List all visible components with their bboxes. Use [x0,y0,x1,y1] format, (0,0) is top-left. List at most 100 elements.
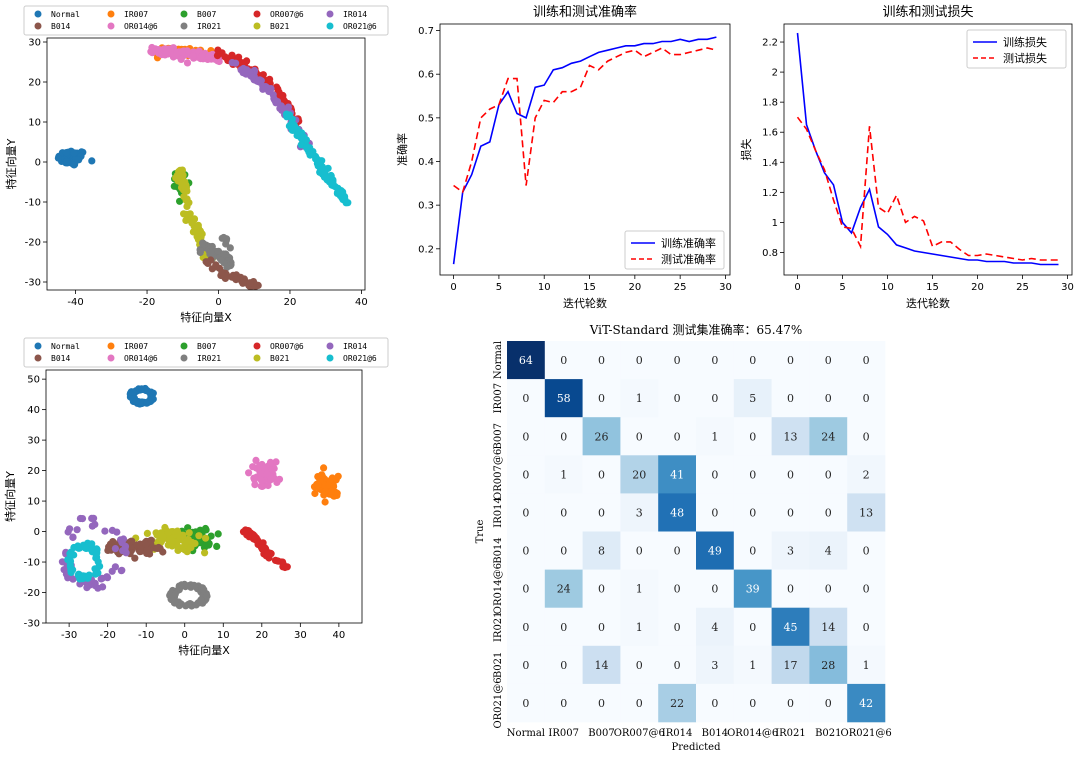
heatmap-cell [809,569,848,608]
x-tick-label: 25 [674,282,687,293]
y-tick-label: 0.4 [418,157,434,168]
heatmap-cell [771,683,810,723]
cell-value: 42 [859,697,873,710]
heatmap-cell [696,455,735,494]
scatter-point [263,84,271,92]
legend-marker [253,10,261,18]
scatter-point [185,210,193,218]
legend-marker [253,22,261,30]
heatmap-cell [544,569,583,608]
cell-value: 0 [636,354,643,367]
scatter-point [143,546,152,554]
heatmap-cell [696,493,735,532]
scatter-point [177,171,185,179]
scatter-point [111,545,119,553]
cell-value: 0 [711,392,718,405]
y-tick-label: OR007@6 [493,449,504,500]
heatmap-cell [696,417,735,456]
scatter-point [336,189,344,197]
x-tick-label: 5 [839,282,845,293]
x-tick-label: 40 [333,630,346,641]
legend-marker [107,10,115,18]
cell-value: 14 [595,659,609,672]
cell-value: 0 [598,697,605,710]
cell-value: 0 [711,354,718,367]
cell-value: 8 [598,545,605,558]
y-tick-label: B014 [493,537,504,563]
y-tick-label: IR007 [493,383,504,414]
x-tick-label: 10 [538,282,551,293]
y-axis-label: 损失 [739,139,753,161]
heatmap-cell [696,569,735,608]
x-tick-label: 25 [1016,282,1029,293]
heatmap-cell [696,379,735,418]
heatmap-cell [809,379,848,418]
x-tick-label: 10 [217,630,230,641]
scatter-point [199,239,207,247]
scatter-point [257,471,265,479]
scatter-point [278,104,286,112]
cell-value: 0 [598,468,605,481]
legend-marker [34,10,42,18]
cell-value: 0 [636,545,643,558]
cell-value: 0 [825,354,832,367]
scatter-point [111,563,119,571]
scatter-point [87,540,96,549]
x-tick-label: -20 [139,297,155,308]
heatmap-cell [696,531,735,570]
cell-value: 0 [674,583,681,596]
scatter-point [133,541,141,549]
legend-marker [253,342,261,350]
scatter-point [266,75,274,83]
scatter-point [315,159,323,167]
cell-value: 13 [784,430,798,443]
scatter-point [184,600,192,609]
axes-frame [439,23,731,276]
cell-value: 0 [598,392,605,405]
y-tick-label: 10 [27,497,40,508]
heatmap-cell [620,607,659,647]
scatter-point [318,471,326,479]
scatter-point [182,216,190,224]
heatmap-cell [544,379,583,418]
scatter-point [217,256,225,264]
y-tick-label: 1.4 [762,158,778,169]
scatter-point [122,549,130,557]
y-tick-label: OR014@6 [493,563,504,614]
heatmap-cell [544,645,583,685]
chart-title: ViT-Standard 测试集准确率：65.47% [589,322,803,337]
cell-value: 0 [522,392,529,405]
scatter-point [201,549,209,557]
cell-value: 0 [598,506,605,519]
heatmap-cell [696,645,735,685]
cell-value: 14 [821,621,835,634]
legend-box [23,337,389,368]
cell-value: 4 [711,621,718,634]
scatter-point [97,575,105,583]
scatter-point [174,542,182,550]
chart-title: 训练和测试损失 [882,5,973,20]
heatmap-cell [620,455,659,494]
cell-value: 0 [560,545,567,558]
cell-value: 0 [787,506,794,519]
heatmap-cell [658,645,697,685]
x-tick-label: 20 [284,297,297,308]
scatter-points [54,43,352,290]
x-axis-label: 特征向量X [180,310,232,324]
axes-frame [46,37,366,291]
cell-value: 0 [522,621,529,634]
scatter-point [121,542,130,551]
legend-label: B007 [197,10,216,19]
scatter-point [275,88,283,96]
legend-marker [326,22,334,30]
x-tick-label: B007 [588,728,614,739]
legend-marker [107,22,115,30]
legend-label: IR007 [124,342,148,351]
heatmap-cell [771,493,810,532]
scatter-point [263,550,271,558]
cell-value: 0 [863,621,870,634]
y-tick-label: 0 [34,527,40,538]
y-tick-label: 0.8 [762,248,778,259]
legend-label: OR021@6 [343,22,377,31]
heatmap-cell [658,607,697,647]
